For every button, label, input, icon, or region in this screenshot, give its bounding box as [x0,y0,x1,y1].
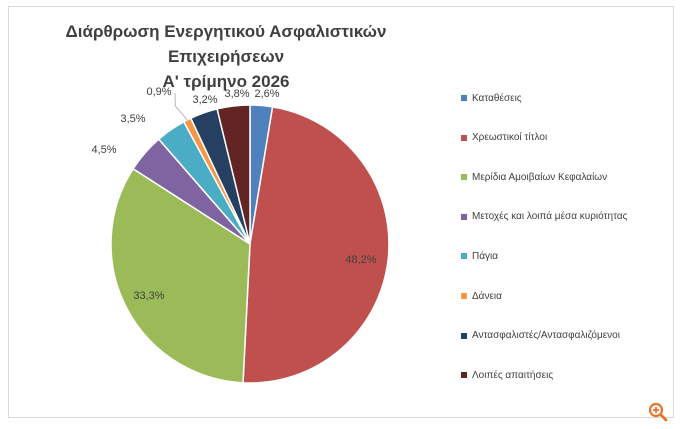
pie-slice-2 [242,105,390,384]
legend-item-8: Λοιπές απαιτήσεις [461,368,553,382]
legend-label: Πάγια [472,250,499,262]
legend-item-3: Μερίδια Αμοιβαίων Κεφαλαίων [461,170,607,184]
legend-label: Δάνεια [472,290,502,302]
legend-swatch [461,372,467,379]
legend-label: Χρεωστικοί τίτλοι [472,132,548,144]
legend-swatch [461,174,467,181]
legend-label: Αντασφαλιστές/Αντασφαλιζόμενοι [472,330,620,342]
legend-swatch [461,134,467,141]
pie-slice-8 [216,104,251,245]
legend-item-2: Χρεωστικοί τίτλοι [461,131,547,145]
legend-item-6: Δάνεια [461,289,502,303]
legend-label: Μετοχές και λοιπά μέσα κυριότητας [472,211,628,223]
chart-title: Διάρθρωση Ενεργητικού Ασφαλιστικών Επιχε… [9,19,443,94]
data-label-5: 3,5% [120,113,145,125]
chart-frame: Διάρθρωση Ενεργητικού Ασφαλιστικών Επιχε… [8,6,674,418]
legend-item-4: Μετοχές και λοιπά μέσα κυριότητας [461,210,627,224]
data-label-8: 3,8% [224,88,249,100]
legend-label: Καταθέσεις [472,92,522,104]
legend-item-5: Πάγια [461,249,498,263]
data-label-4: 4,5% [91,144,116,156]
legend-swatch [461,253,467,260]
legend-swatch [461,293,467,299]
legend-item-7: Αντασφαλιστές/Αντασφαλιζόμενοι [461,329,620,343]
legend-swatch [461,213,467,220]
data-label-3: 33,3% [133,290,164,302]
zoom-in-icon[interactable] [648,402,668,422]
data-label-7: 3,2% [192,94,217,106]
chart-title-line2: Α' τρίμηνο 2026 [162,72,290,91]
leader-line-danea [174,92,188,121]
data-label-1: 2,6% [254,88,279,100]
legend-label: Μερίδια Αμοιβαίων Κεφαλαίων [472,171,608,183]
chart-title-line1: Διάρθρωση Ενεργητικού Ασφαλιστικών Επιχε… [65,22,387,66]
legend-label: Λοιπές απαιτήσεις [472,369,554,381]
data-label-6: 0,9% [146,86,171,98]
legend-item-1: Καταθέσεις [461,91,522,105]
legend-swatch [461,332,467,339]
data-label-2: 48,2% [345,254,376,266]
legend-swatch [461,95,467,101]
pie-chart: 2,6% 48,2% 33,3% 4,5% 3,5% 0,9% 3,2% 3,8% [91,86,390,384]
